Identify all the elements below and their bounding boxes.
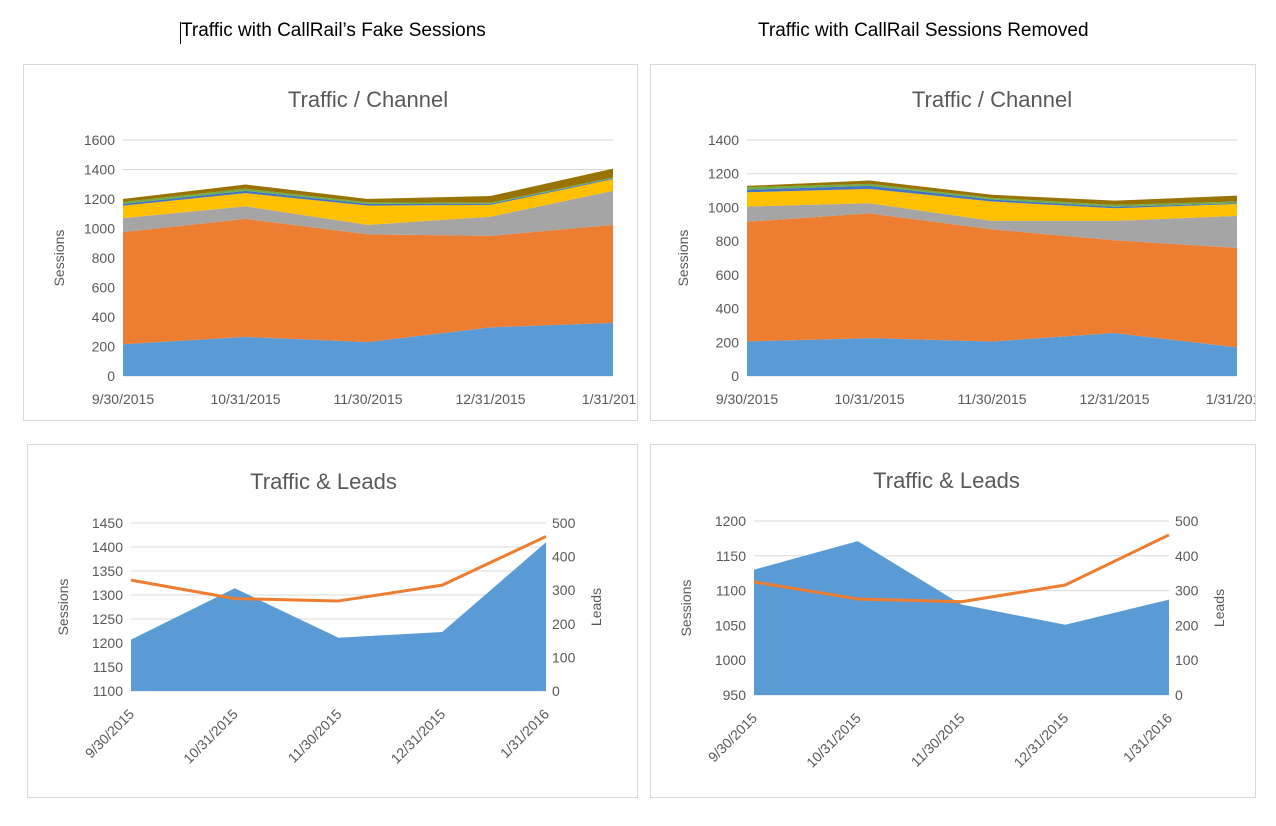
area-series-7 [747,180,1237,205]
chart-traffic-channel-removed: Traffic / Channel 0 200 400 600 800 1000 1200 14… [650,64,1256,421]
x-tick-label: 10/31/2015 [210,391,280,407]
area-series-1 [123,322,613,376]
x-tick-label: 1/31/2016 [497,706,553,762]
area-series-2 [747,213,1237,348]
y-tick-label: 200 [92,339,116,355]
chart-title: Traffic / Channel [912,87,1072,112]
y2-tick-label: 500 [1175,513,1199,529]
y-tick-label: 1100 [93,683,123,699]
y2-tick-label: 300 [552,582,576,598]
chart-canvas: Traffic & Leads 1100 1150 1200 1250 1300 1350 1… [55,469,604,767]
y-tick-label: 1200 [92,635,123,651]
y-tick-label: 950 [723,687,747,703]
x-tick-label: 12/31/2015 [1079,391,1149,407]
x-tick-label: 9/30/2015 [705,710,761,766]
x-tick-label: 10/31/2015 [834,391,904,407]
chart-title: Traffic & Leads [250,469,397,494]
x-tick-label: 10/31/2015 [180,706,241,767]
y-tick-label: 1100 [716,583,746,599]
y-tick-label: 1350 [92,563,123,579]
y-tick-label: 0 [731,368,739,384]
y2-tick-label: 200 [552,616,576,632]
x-tick-label: 11/30/2015 [284,706,344,766]
y-tick-label: 1400 [92,539,123,555]
x-tick-label: 1/31/2016 [582,391,637,407]
line-leads [130,535,547,603]
y-tick-label: 1400 [84,162,115,178]
y2-tick-label: 500 [552,515,576,531]
text-cursor [180,22,181,44]
y-tick-label: 1300 [92,587,123,603]
y-tick-label: 1000 [84,221,115,237]
area-series-1 [747,333,1237,376]
y2-tick-label: 400 [552,549,576,565]
y-axis-label: Sessions [675,230,691,287]
y2-tick-label: 200 [1175,617,1199,633]
x-tick-label: 12/31/2015 [1011,710,1072,771]
x-tick-label: 11/30/2015 [907,710,967,770]
heading-sessions-removed: Traffic with CallRail Sessions Removed [758,20,1089,41]
y2-tick-label: 100 [552,649,576,665]
y-axis-label: Sessions [678,580,694,637]
y-tick-label: 600 [716,267,740,283]
area-series-3 [747,203,1237,248]
y-tick-label: 1200 [715,513,746,529]
y-tick-label: 600 [92,280,116,296]
y-axis-label: Sessions [55,579,71,636]
y-tick-label: 1000 [708,199,739,215]
y-tick-label: 400 [92,309,116,325]
area-sessions [754,541,1169,695]
y-tick-label: 1600 [84,132,115,148]
y-tick-label: 800 [92,250,116,266]
chart-traffic-leads-fake: Traffic & Leads 1100 1150 1200 1250 1300 1350 1… [27,444,638,798]
x-tick-label: 9/30/2015 [92,391,154,407]
y-tick-label: 1200 [84,191,115,207]
x-tick-label: 1/31/2016 [1206,391,1255,407]
chart-title: Traffic & Leads [873,468,1020,493]
y-tick-label: 200 [716,334,740,350]
chart-canvas: Traffic / Channel 0 200 400 600 800 1000 1200 14… [51,87,637,407]
y-tick-label: 1250 [92,611,123,627]
y2-tick-label: 0 [1175,687,1183,703]
y2-tick-label: 0 [552,683,560,699]
x-tick-label: 9/30/2015 [82,706,138,762]
y-tick-label: 400 [716,301,740,317]
y-tick-label: 800 [716,233,740,249]
area-series-3 [123,190,613,236]
chart-canvas: Traffic & Leads95010001050110011501200Se… [678,468,1227,771]
y2-tick-label: 300 [1175,583,1199,599]
y-tick-label: 1150 [716,548,746,564]
y-tick-label: 1400 [708,132,739,148]
area-sessions [131,542,546,691]
y-tick-label: 1450 [92,515,123,531]
y-tick-label: 0 [107,368,115,384]
y-tick-label: 1050 [715,617,746,633]
y2-tick-label: 400 [1175,548,1199,564]
y2-tick-label: 100 [1175,652,1199,668]
area-series-6 [747,183,1237,207]
area-series-2 [123,218,613,345]
y2-axis-label: Leads [588,588,604,626]
x-tick-label: 9/30/2015 [716,391,778,407]
heading-fake-sessions: Traffic with CallRail’s Fake Sessions [181,20,486,41]
x-tick-label: 11/30/2015 [957,391,1026,407]
y-axis-label: Sessions [51,230,67,287]
chart-title: Traffic / Channel [288,87,448,112]
area-series-4 [747,188,1237,221]
y-tick-label: 1150 [93,659,123,675]
y2-axis-label: Leads [1211,589,1227,627]
area-series-4 [123,179,613,225]
chart-traffic-leads-removed: Traffic & Leads 950 1000 1050 1100 1150 1200 Se… [650,444,1256,798]
chart-canvas: Traffic / Channel 0 200 400 600 800 1000 1200 14… [675,87,1255,407]
line-leads [753,533,1170,604]
x-tick-label: 1/31/2016 [1120,710,1176,766]
x-tick-label: 12/31/2015 [388,706,449,767]
x-tick-label: 12/31/2015 [455,391,525,407]
chart-traffic-channel-fake: Traffic / Channel 0 200 400 600 800 1000 1200 14… [23,64,638,421]
x-tick-label: 11/30/2015 [333,391,402,407]
y-tick-label: 1200 [708,166,739,182]
x-tick-label: 10/31/2015 [803,710,864,771]
y-tick-label: 1000 [715,652,746,668]
